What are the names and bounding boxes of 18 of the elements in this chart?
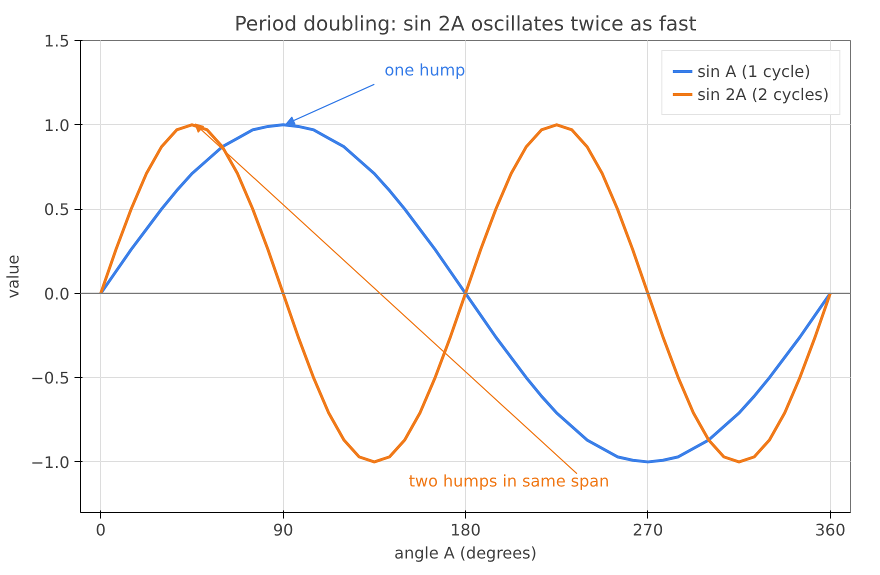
annotation: two humps in same span xyxy=(408,472,610,491)
x-tick-label: 180 xyxy=(450,520,481,540)
y-tick-label: −0.5 xyxy=(30,368,70,388)
annotation: one hump xyxy=(384,60,466,80)
legend-label: sin 2A (2 cycles) xyxy=(697,84,829,104)
x-tick-label: 360 xyxy=(814,520,846,540)
y-tick-label: 1.0 xyxy=(44,116,70,135)
x-tick-label: 0 xyxy=(96,520,106,540)
y-axis-title: value xyxy=(4,254,23,298)
chart-title: Period doubling: sin 2A oscillates twice as fast xyxy=(234,12,697,36)
legend-label: sin A (1 cycle) xyxy=(697,62,810,80)
x-tick-label: 90 xyxy=(272,520,294,540)
x-tick-label: 270 xyxy=(632,520,664,540)
y-tick-label: −1.0 xyxy=(30,452,70,472)
y-tick-label: 1.5 xyxy=(44,32,70,50)
y-tick-label: 0.0 xyxy=(44,284,70,304)
y-tick-label: 0.5 xyxy=(44,200,70,220)
x-axis-title: angle A (degrees) xyxy=(394,544,537,562)
